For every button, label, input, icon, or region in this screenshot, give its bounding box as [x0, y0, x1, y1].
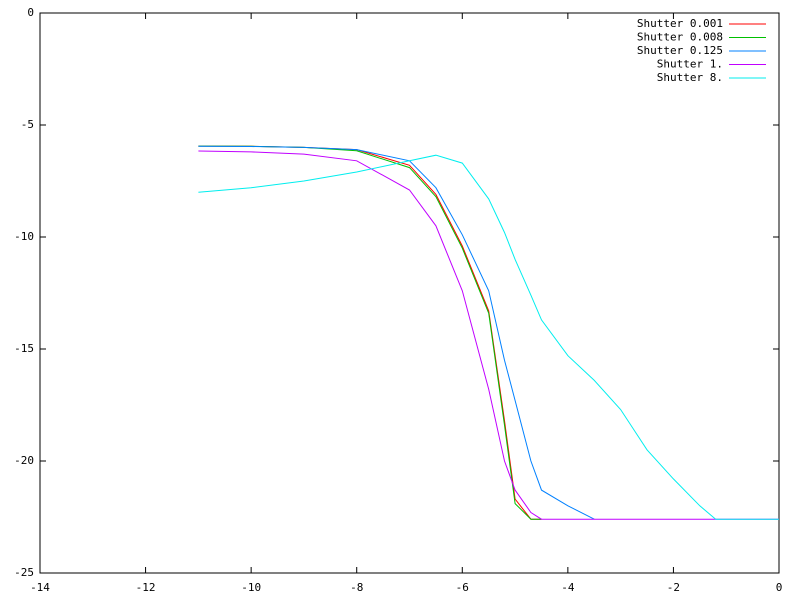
x-tick-label: -4: [561, 581, 575, 594]
x-tick-label: 0: [776, 581, 783, 594]
legend-label: Shutter 0.001: [637, 17, 723, 30]
plot-frame: [39, 12, 780, 574]
series-line: [198, 150, 779, 520]
y-tick-label: -20: [14, 454, 34, 467]
legend-label: Shutter 1.: [657, 58, 723, 71]
y-tick-label: -10: [14, 230, 34, 243]
series-line: [198, 145, 595, 520]
y-tick-label: -25: [14, 566, 34, 579]
x-tick-label: -2: [667, 581, 680, 594]
x-tick-label: -12: [136, 581, 156, 594]
legend-label: Shutter 8.: [657, 71, 723, 84]
legend-label: Shutter 0.008: [637, 31, 723, 44]
legend-label: Shutter 0.125: [637, 44, 723, 57]
y-tick-label: 0: [27, 6, 34, 19]
series-line: [198, 154, 779, 520]
x-tick-label: -8: [350, 581, 363, 594]
y-tick-label: -5: [21, 118, 34, 131]
y-tick-label: -15: [14, 342, 34, 355]
x-tick-label: -6: [456, 581, 469, 594]
x-tick-label: -14: [30, 581, 50, 594]
x-tick-label: -10: [241, 581, 261, 594]
